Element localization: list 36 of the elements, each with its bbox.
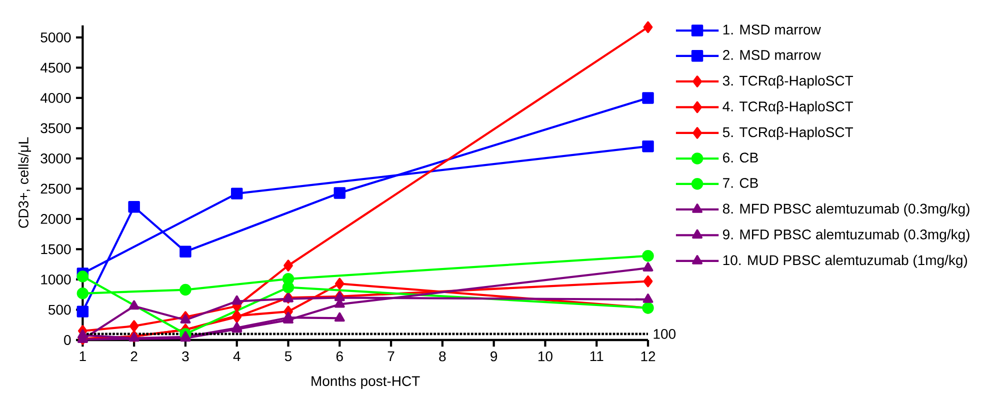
x-tick-label: 1 (80, 351, 86, 362)
y-tick-label: 500 (48, 304, 71, 315)
y-tick-label: 1000 (41, 274, 71, 284)
y-axis-title: CD3+, cells/μL (18, 137, 31, 228)
legend-label: 1. MSD marrow (723, 24, 821, 35)
x-tick-label: 4 (233, 351, 240, 362)
y-tick-label: 3500 (40, 123, 71, 134)
x-tick-label: 12 (641, 351, 656, 362)
ref-line-label: 100 (654, 329, 676, 339)
x-tick-label: 9 (490, 351, 498, 362)
y-tick-label: 0 (64, 335, 71, 345)
x-axis-title: Months post-HCT (312, 376, 420, 389)
y-tick-label: 4000 (40, 93, 71, 103)
legend-label: 4. TCRαβ-HaploSCT (722, 101, 854, 114)
legend-label: 10. MUD PBSC alemtuzumab (1mg/kg) (723, 254, 968, 268)
y-tick-label: 4500 (40, 62, 71, 73)
y-tick-label: 1500 (41, 244, 71, 254)
x-tick-label: 5 (284, 351, 292, 362)
legend-label: 8. MFD PBSC alemtuzumab (0.3mg/kg) (722, 203, 970, 216)
legend-label: 5. TCRαβ-HaploSCT (722, 126, 854, 140)
legend-label: 7. CB (723, 178, 758, 188)
legend-label: 6. CB (723, 152, 758, 163)
x-tick-label: 10 (538, 351, 552, 362)
x-tick-label: 6 (336, 351, 343, 362)
legend-label: 9. MFD PBSC alemtuzumab (0.3mg/kg) (722, 229, 970, 242)
y-tick-label: 2500 (40, 184, 71, 194)
legend-label: 2. MSD marrow (723, 50, 821, 60)
y-tick-label: 3000 (40, 154, 71, 164)
y-tick-label: 2000 (40, 214, 71, 224)
legend-label: 3. TCRαβ-HaploSCT (722, 75, 854, 88)
y-tick-label: 5000 (40, 32, 71, 42)
x-tick-label: 2 (130, 351, 138, 362)
x-tick-label: 8 (439, 351, 446, 362)
x-tick-label: 3 (182, 351, 189, 362)
x-tick-label: 7 (388, 351, 394, 362)
x-tick-label: 11 (590, 351, 604, 362)
